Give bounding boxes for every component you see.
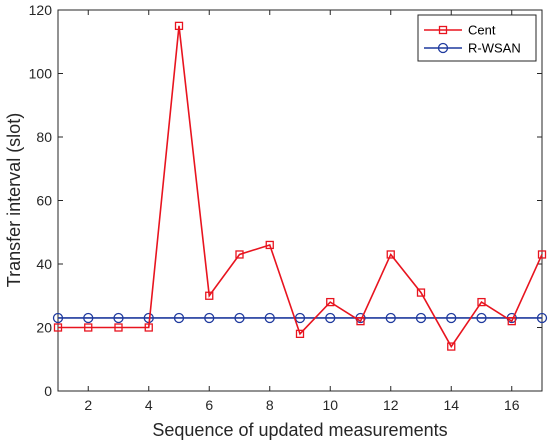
x-axis: 2 4 6 8 10 12 14 16 (84, 10, 520, 413)
x-tick-label: 4 (145, 397, 153, 413)
data-point-r-wsan (204, 312, 215, 324)
data-point-cent (144, 323, 153, 332)
x-tick-label: 8 (266, 397, 274, 413)
data-point-cent (447, 342, 456, 351)
data-point-cent (174, 21, 184, 31)
legend-marker (438, 25, 448, 35)
data-point-cent (386, 250, 395, 259)
legend-entry-r-wsan: R-WSAN (424, 41, 521, 56)
series-layer (52, 21, 548, 351)
data-point-cent (477, 297, 486, 307)
data-point-cent (416, 288, 426, 297)
data-point-cent (235, 250, 244, 259)
data-point-cent (53, 323, 63, 332)
data-point-r-wsan (83, 312, 94, 324)
legend: Cent R-WSAN (417, 14, 537, 62)
data-point-cent (537, 250, 547, 259)
data-point-r-wsan (446, 312, 457, 324)
x-axis-title: Sequence of updated measurements (152, 420, 447, 440)
data-point-cent (356, 316, 365, 326)
data-point-r-wsan (294, 312, 306, 324)
data-point-cent (326, 297, 335, 307)
series-cent (53, 21, 547, 351)
data-point-r-wsan (536, 312, 548, 324)
y-tick-label: 40 (36, 256, 52, 272)
legend-box (417, 14, 537, 62)
data-point-r-wsan (264, 312, 275, 324)
data-point-r-wsan (173, 312, 185, 324)
data-point-cent (265, 240, 274, 250)
y-axis-title: Transfer interval (slot) (4, 113, 24, 287)
y-tick-label: 120 (29, 2, 53, 18)
data-point-r-wsan (415, 312, 427, 324)
y-tick-label: 20 (36, 320, 52, 336)
data-point-r-wsan (385, 312, 396, 324)
x-tick-label: 2 (84, 397, 92, 413)
data-point-r-wsan (52, 312, 64, 324)
data-point-r-wsan (113, 312, 124, 324)
y-axis: 0 20 40 60 80 100 120 (29, 2, 542, 399)
y-tick-label: 80 (36, 129, 52, 145)
data-point-cent (295, 329, 305, 339)
y-tick-label: 100 (29, 66, 53, 82)
x-tick-label: 14 (443, 397, 459, 413)
x-tick-label: 12 (383, 397, 399, 413)
y-tick-label: 60 (36, 193, 52, 209)
legend-marker (437, 42, 449, 54)
data-point-cent (84, 323, 93, 332)
series-r-wsan (52, 312, 548, 324)
x-tick-label: 6 (205, 397, 213, 413)
x-tick-label: 16 (504, 397, 520, 413)
data-point-r-wsan (325, 312, 336, 324)
series-line-cent (58, 25, 543, 349)
x-tick-label: 10 (322, 397, 338, 413)
data-point-r-wsan (476, 312, 487, 324)
data-point-cent (507, 316, 516, 326)
data-point-r-wsan (234, 312, 245, 324)
legend-label: Cent (468, 23, 496, 38)
data-point-cent (114, 323, 123, 332)
y-tick-label: 0 (44, 383, 52, 399)
legend-label: R-WSAN (468, 41, 521, 56)
data-point-cent (205, 291, 214, 300)
legend-entry-cent: Cent (424, 23, 496, 38)
